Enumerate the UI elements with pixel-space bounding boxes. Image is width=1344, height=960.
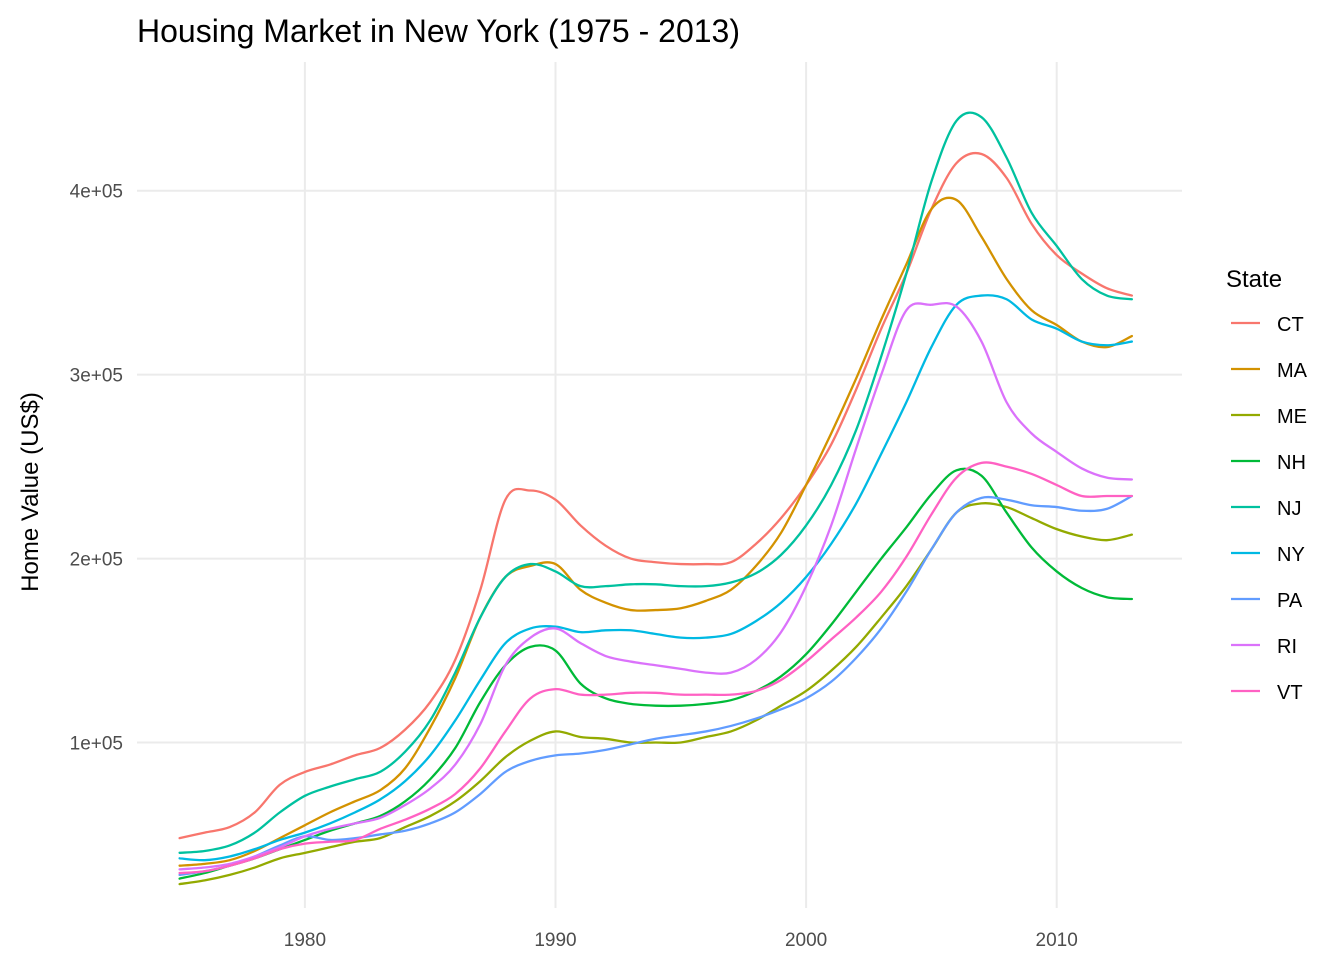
series-line-ct bbox=[178, 151, 1134, 840]
x-tick-label: 1980 bbox=[284, 930, 326, 951]
legend-label-pa: PA bbox=[1277, 590, 1303, 612]
series-line-ma bbox=[178, 196, 1134, 867]
series-line-nh bbox=[178, 467, 1134, 880]
series-line-pa bbox=[178, 494, 1134, 877]
x-tick-label: 2010 bbox=[1036, 930, 1078, 951]
series-line-ri bbox=[178, 302, 1134, 871]
chart-title: Housing Market in New York (1975 - 2013) bbox=[137, 13, 740, 49]
legend-label-ma: MA bbox=[1277, 360, 1308, 382]
legend-label-nh: NH bbox=[1277, 452, 1306, 474]
legend-title: State bbox=[1226, 266, 1282, 293]
series-line-vt bbox=[178, 461, 1134, 875]
y-tick-label: 4e+05 bbox=[70, 182, 123, 203]
y-axis-title: Home Value (US$) bbox=[17, 392, 44, 592]
series-lines bbox=[178, 111, 1134, 886]
legend-label-ny: NY bbox=[1277, 544, 1305, 566]
x-axis-ticks: 1980 1990 2000 2010 bbox=[284, 930, 1078, 951]
series-line-me bbox=[178, 502, 1134, 886]
legend-label-ct: CT bbox=[1277, 314, 1304, 336]
x-tick-label: 2000 bbox=[785, 930, 827, 951]
legend: State CT MA ME NH NJ NY PA RI VT bbox=[1226, 266, 1308, 704]
series-line-nj bbox=[178, 111, 1134, 854]
y-axis-ticks: 1e+05 2e+05 3e+05 4e+05 bbox=[70, 182, 123, 755]
grid bbox=[137, 62, 1182, 908]
y-tick-label: 3e+05 bbox=[70, 366, 123, 387]
y-tick-label: 2e+05 bbox=[70, 550, 123, 571]
series-line-ny bbox=[178, 294, 1134, 862]
legend-label-vt: VT bbox=[1277, 682, 1303, 704]
legend-label-nj: NJ bbox=[1277, 498, 1301, 520]
legend-label-ri: RI bbox=[1277, 636, 1297, 658]
x-tick-label: 1990 bbox=[534, 930, 576, 951]
y-tick-label: 1e+05 bbox=[70, 733, 123, 754]
legend-label-me: ME bbox=[1277, 406, 1307, 428]
